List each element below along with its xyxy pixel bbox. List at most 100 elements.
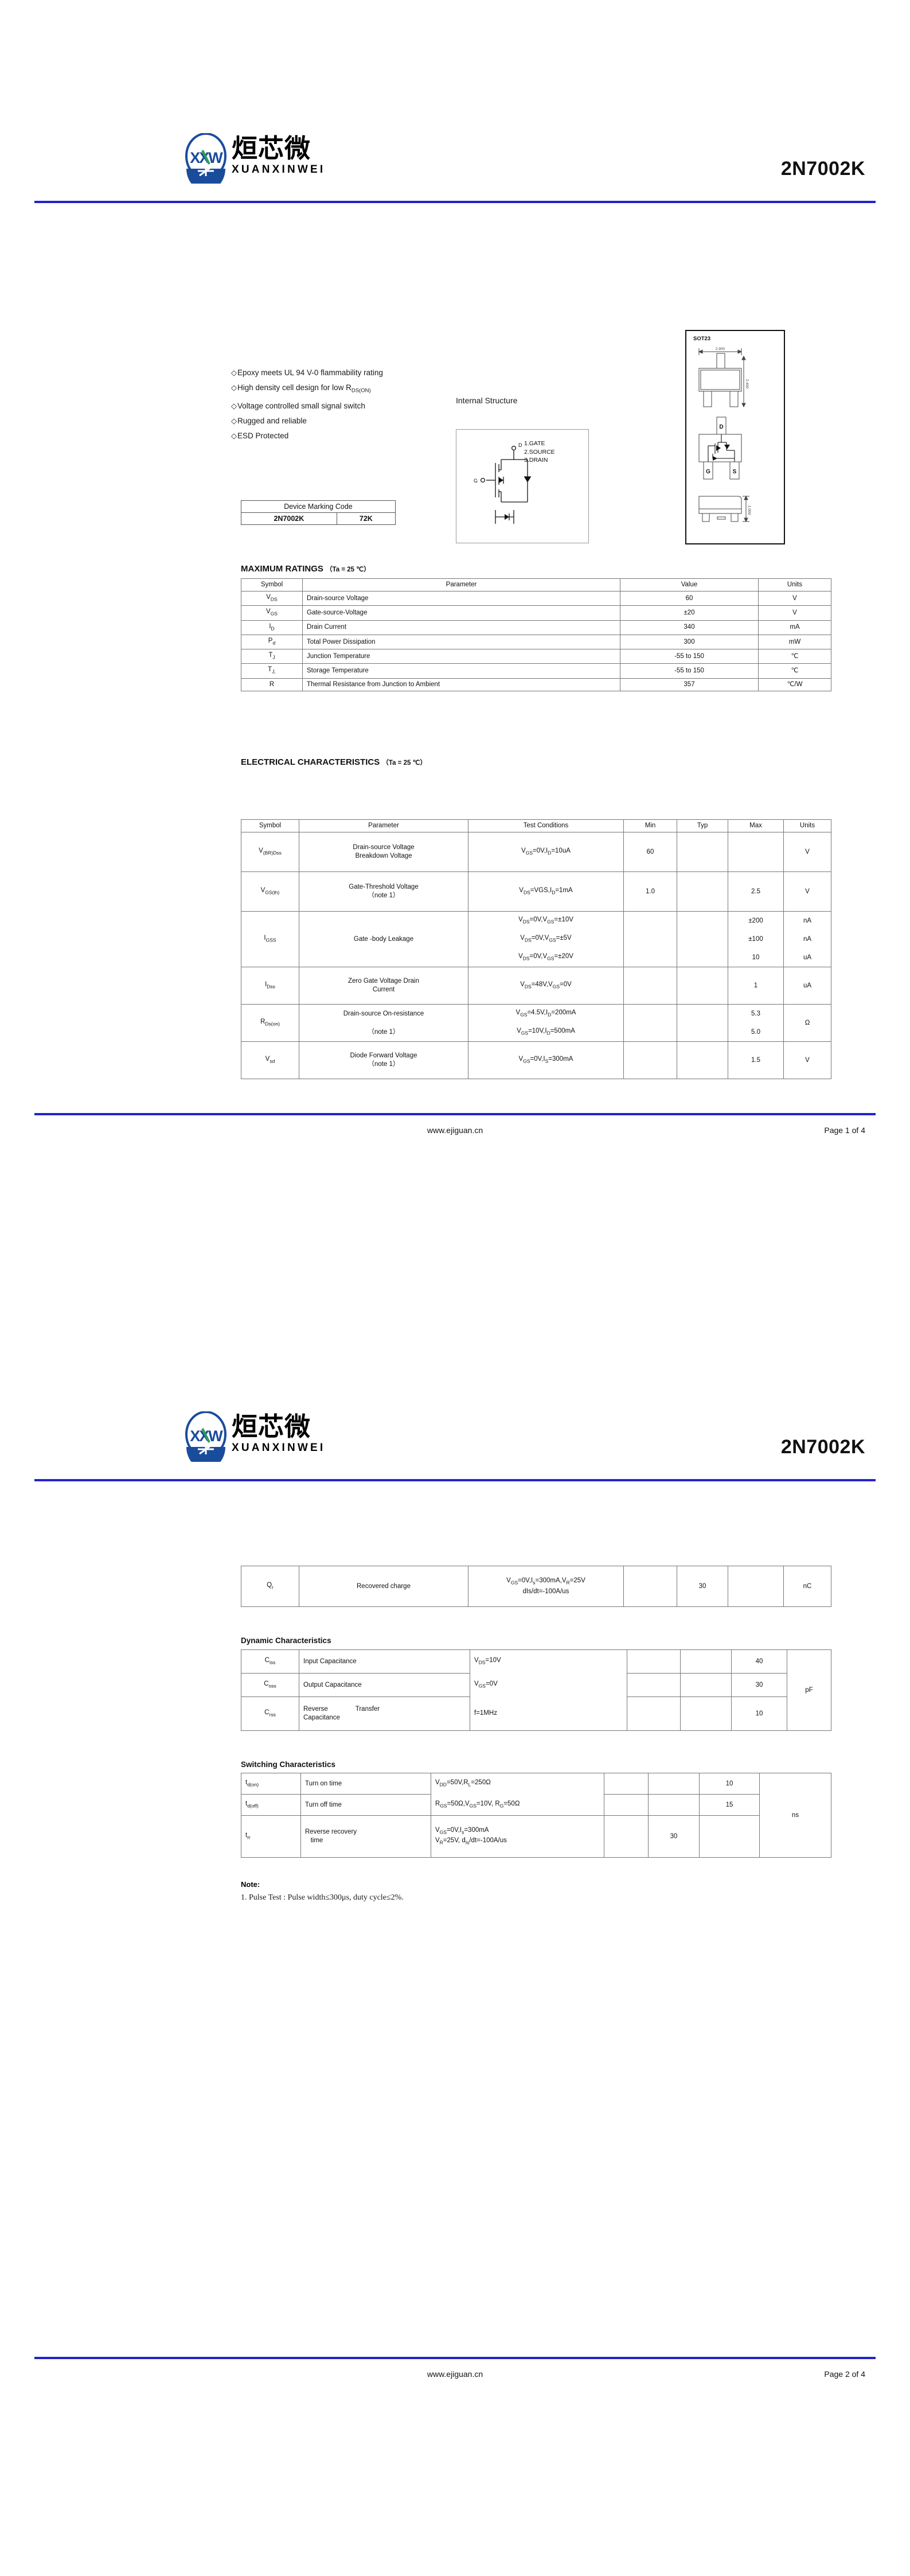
pin-item: 3.DRAIN	[524, 457, 548, 464]
table-row: trr Reverse recovery time VGS=0V,Is=300m…	[241, 1815, 831, 1858]
table-row: V(BR)Dss Drain-source Voltage Breakdown V…	[241, 832, 831, 872]
features-list: ◇Epoxy meets UL 94 V-0 flammability rati…	[231, 365, 449, 443]
cell-max	[699, 1815, 760, 1858]
footer-website: www.ejiguan.cn	[427, 2369, 483, 2379]
cell-typ	[677, 871, 728, 912]
cell-value: ±20	[620, 605, 759, 621]
cell-units: V	[783, 1041, 831, 1079]
cell-max: 10	[699, 1773, 760, 1795]
cell-parameter: Output Capacitance	[299, 1673, 470, 1697]
cell-condition: VDD=50V,RL=250Ω	[431, 1773, 604, 1795]
col-units: Units	[783, 819, 831, 832]
cell-parameter: Diode Forward Voltage （note 1）	[299, 1041, 468, 1079]
table-row: IGSS Gate -body Leakage VDS=0V,VGS=±10V …	[241, 911, 831, 967]
cell-min: 60	[623, 832, 677, 872]
col-parameter: Parameter	[299, 819, 468, 832]
cell-test-conditions: VGS=4.5V,ID=200mA	[468, 1004, 624, 1023]
cell-symbol: VGS	[241, 605, 303, 621]
cell-parameter: Reverse recovery time	[300, 1815, 431, 1858]
feature-text: Rugged and reliable	[237, 416, 307, 425]
diamond-bullet-icon: ◇	[231, 368, 237, 377]
table-row: TJ Junction Temperature -55 to 150 ℃	[241, 649, 831, 664]
page-2: XXW 烜芯微 XUANXINWEI 2N7002K	[0, 1288, 910, 2576]
maximum-ratings-table: Symbol Parameter Value Units VDS Drain-s…	[241, 578, 831, 691]
cell-units: ns	[759, 1773, 831, 1858]
cell-symbol: VGS(th)	[241, 871, 299, 912]
cell-parameter: Recovered charge	[299, 1566, 468, 1607]
cell-units: nA	[783, 930, 831, 948]
cell-parameter: Total Power Dissipation	[302, 634, 620, 650]
cell-min	[627, 1673, 681, 1697]
footer-website: www.ejiguan.cn	[427, 1126, 483, 1135]
cell-min	[627, 1696, 681, 1731]
cell-units: ℃	[758, 663, 831, 679]
cell-max: ±100	[728, 930, 784, 948]
cell-parameter: Thermal Resistance from Junction to Ambi…	[302, 678, 620, 691]
col-symbol: Symbol	[241, 578, 303, 592]
maximum-ratings-condition: （Ta = 25 ℃）	[326, 566, 370, 573]
diamond-bullet-icon: ◇	[231, 401, 237, 410]
cell-symbol: ID	[241, 620, 303, 635]
cell-typ	[680, 1673, 732, 1697]
cell-symbol: Coss	[241, 1673, 299, 1697]
cell-typ: 30	[677, 1566, 728, 1607]
package-name: SOT23	[693, 336, 711, 342]
col-units: Units	[758, 578, 831, 592]
cell-symbol: IDss	[241, 967, 299, 1005]
cell-symbol: td(on)	[241, 1773, 301, 1795]
cell-parameter: Junction Temperature	[302, 649, 620, 664]
cell-typ: 30	[648, 1815, 700, 1858]
table-row: td(off) Turn off time RGS=50Ω,VGS=10V, R…	[241, 1794, 831, 1816]
table-row: Crss Reverse Transfer Capacitance f=1MHz …	[241, 1696, 831, 1731]
company-logo: XXW 烜芯微 XUANXINWEI	[183, 1411, 325, 1462]
table-row: TJ, Storage Temperature -55 to 150 ℃	[241, 663, 831, 679]
electrical-characteristics-condition: （Ta = 25 ℃）	[382, 760, 427, 766]
cell-typ	[677, 967, 728, 1005]
logo-chinese-name: 烜芯微	[232, 1411, 311, 1442]
table-row: VDS=0V,VGS=±5V ±100 nA	[241, 930, 831, 948]
feature-item: ◇Epoxy meets UL 94 V-0 flammability rati…	[231, 365, 449, 380]
cell-symbol: Ciss	[241, 1649, 299, 1674]
cell-max: 30	[731, 1673, 787, 1697]
footer-rule	[34, 1113, 876, 1115]
diamond-bullet-icon: ◇	[231, 383, 237, 392]
cell-max: 1	[728, 967, 784, 1005]
table-row: VGS Gate-source-Voltage ±20 V	[241, 605, 831, 621]
cell-condition: VGS=0V,Is=300mA VR=25V, dIs/dt=-100A/us	[431, 1815, 604, 1858]
cell-units: nA	[783, 911, 831, 930]
cell-max: 15	[699, 1794, 760, 1816]
footer-rule	[34, 2357, 876, 2359]
table-row: VDS Drain-source Voltage 60 V	[241, 590, 831, 606]
col-test-conditions: Test Conditions	[468, 819, 624, 832]
cell-units: V	[758, 605, 831, 621]
cell-units: uA	[783, 967, 831, 1005]
cell-value: 340	[620, 620, 759, 635]
cell-symbol: TJ	[241, 649, 303, 664]
electrical-characteristics-title: ELECTRICAL CHARACTERISTICS （Ta = 25 ℃）	[241, 757, 427, 767]
pin-item: 2.SOURCE	[524, 448, 555, 456]
feature-text: Epoxy meets UL 94 V-0 flammability ratin…	[237, 368, 383, 377]
cell-symbol: Crss	[241, 1696, 299, 1731]
cell-min	[623, 967, 677, 1005]
svg-text:S: S	[733, 469, 737, 475]
svg-text:D: D	[518, 442, 522, 448]
table-row: ID Drain Current 340 mA	[241, 620, 831, 635]
feature-item: ◇ESD Protected	[231, 429, 449, 443]
cell-condition: VGS=0V	[470, 1673, 627, 1697]
cell-units: uA	[783, 948, 831, 967]
mosfet-schematic-icon: D G	[474, 442, 531, 524]
cell-units: mA	[758, 620, 831, 635]
cell-symbol: td(off)	[241, 1794, 301, 1816]
cell-typ	[648, 1794, 700, 1816]
cell-symbol: R	[241, 678, 303, 691]
electrical-characteristics-table: Symbol Parameter Test Conditions Min Typ…	[241, 819, 831, 1079]
cell-typ	[677, 1041, 728, 1079]
device-marking-table: Device Marking Code 2N7002K 72K	[241, 500, 396, 525]
cell-typ	[677, 832, 728, 872]
cell-value: 60	[620, 590, 759, 606]
cell-condition: VDS=10V	[470, 1649, 627, 1674]
cell-parameter: Turn on time	[300, 1773, 431, 1795]
cell-test-conditions: VGS=10V,ID=500mA	[468, 1023, 624, 1042]
cell-symbol: trr	[241, 1815, 301, 1858]
table-row: td(on) Turn on time VDD=50V,RL=250Ω 10 n…	[241, 1773, 831, 1858]
